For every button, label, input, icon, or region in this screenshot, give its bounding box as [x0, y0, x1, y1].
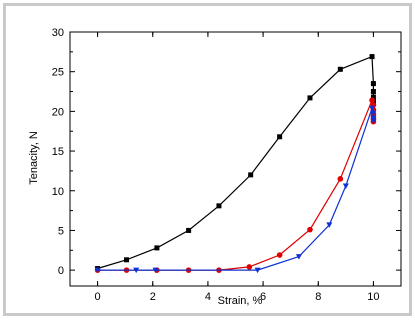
x-tick-label: 4	[205, 291, 211, 303]
series-0-point	[186, 227, 192, 233]
series-0	[95, 54, 376, 272]
series-2-point	[370, 118, 377, 124]
series-1-point	[307, 226, 313, 233]
series-2-point	[152, 267, 159, 274]
series-0-line	[97, 55, 374, 270]
series-2-point	[94, 267, 101, 274]
series-2-point	[254, 267, 261, 274]
series-1-point	[276, 252, 283, 258]
series-0-point	[337, 66, 343, 72]
x-tick-label: 0	[95, 291, 101, 303]
series-0-point	[370, 89, 376, 95]
series-0-point	[307, 95, 313, 101]
y-tick-label: 30	[52, 27, 64, 39]
y-tick-label: 15	[52, 146, 64, 158]
y-tick-label: 20	[52, 106, 64, 118]
x-tick-label: 6	[260, 291, 266, 303]
series-2-point	[133, 267, 140, 274]
x-tick-label: 8	[315, 291, 321, 303]
series-2-point	[370, 115, 377, 121]
series-0-point	[248, 172, 254, 178]
chart-frame: 0 2 4 6 8 10 0 5 10 15 20 25 30 Strain, % Tenacity, …	[3, 3, 412, 316]
y-tick-label: 25	[52, 67, 64, 79]
y-axis-label: Tenacity, N	[28, 131, 40, 185]
series-0-point	[277, 134, 283, 140]
series-2	[94, 105, 377, 274]
series-2-point	[326, 222, 333, 228]
y-tick-label: 5	[58, 225, 64, 237]
series-1-point	[246, 264, 253, 270]
series-0-point	[216, 203, 222, 209]
series-1-point	[337, 176, 344, 182]
series-0-point	[370, 94, 376, 100]
line-chart: 0 2 4 6 8 10 0 5 10 15 20 25 30 Strain, % Tenacity, …	[28, 27, 402, 307]
series-2-point	[342, 183, 349, 189]
series-0-point	[124, 257, 130, 263]
plot-area-border	[69, 31, 402, 287]
x-tick-label: 2	[150, 291, 156, 303]
y-tick-label: 0	[58, 265, 64, 277]
series-0-point	[369, 54, 375, 60]
series-1	[94, 97, 377, 273]
series-1-line	[97, 98, 374, 271]
series-2-point	[370, 110, 377, 116]
series-2-point	[295, 254, 302, 260]
series-0-point	[154, 245, 160, 251]
series-2-point	[369, 105, 376, 112]
y-tick-label: 10	[52, 186, 64, 198]
series-0-point	[370, 81, 376, 87]
series-1-point	[369, 97, 375, 104]
x-tick-label: 10	[367, 291, 379, 303]
x-axis-label: Strain, %	[218, 295, 263, 307]
